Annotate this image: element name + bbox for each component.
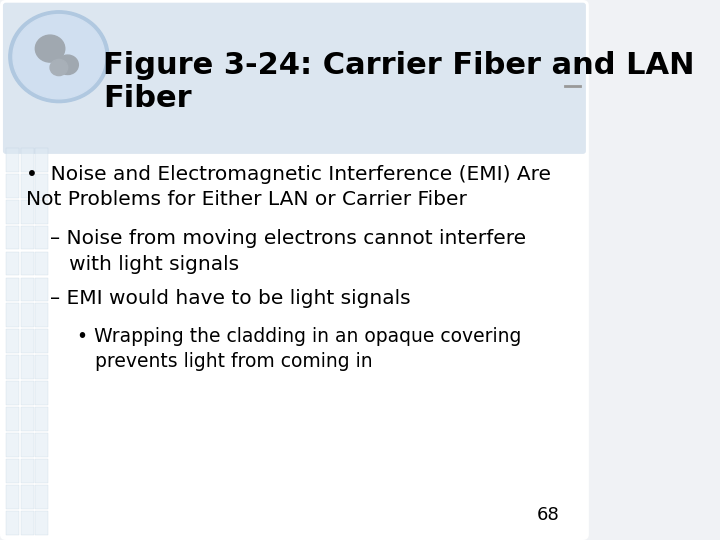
Bar [21,329,34,353]
Bar [6,226,19,249]
Circle shape [50,59,68,76]
Text: Figure 3-24: Carrier Fiber and LAN: Figure 3-24: Carrier Fiber and LAN [103,51,695,80]
Bar [6,511,19,535]
Bar [35,381,48,405]
Text: •  Noise and Electromagnetic Interference (EMI) Are
Not Problems for Either LAN : • Noise and Electromagnetic Interference… [27,165,552,208]
Bar [35,303,48,327]
Bar [35,329,48,353]
Bar [35,226,48,249]
Bar [6,329,19,353]
Bar [21,252,34,275]
Bar [35,148,48,172]
Bar [35,433,48,457]
Bar [6,174,19,198]
Bar [21,355,34,379]
Text: 68: 68 [536,506,559,524]
Bar [6,252,19,275]
Bar [35,511,48,535]
Bar [6,200,19,224]
Bar [35,355,48,379]
Bar [21,226,34,249]
Bar [21,303,34,327]
Bar [6,303,19,327]
Bar [35,407,48,431]
Circle shape [13,15,105,99]
Bar [6,459,19,483]
Bar [6,433,19,457]
Bar [21,174,34,198]
Bar [35,485,48,509]
Bar [6,407,19,431]
Bar [35,174,48,198]
Bar [35,200,48,224]
FancyBboxPatch shape [0,0,589,540]
Text: – Noise from moving electrons cannot interfere
   with light signals: – Noise from moving electrons cannot int… [50,230,526,273]
Bar [35,278,48,301]
Bar [35,459,48,483]
Circle shape [9,11,109,103]
Bar [21,148,34,172]
Bar [6,148,19,172]
Bar [21,278,34,301]
Bar [21,511,34,535]
Bar [21,459,34,483]
Text: • Wrapping the cladding in an opaque covering
   prevents light from coming in: • Wrapping the cladding in an opaque cov… [76,327,521,370]
Bar [21,200,34,224]
Bar [6,278,19,301]
Bar [6,485,19,509]
Circle shape [35,35,65,62]
Bar [21,485,34,509]
Bar [21,433,34,457]
Text: Fiber: Fiber [103,84,192,113]
Text: – EMI would have to be light signals: – EMI would have to be light signals [50,289,410,308]
Bar [6,381,19,405]
Bar [6,355,19,379]
Bar [21,407,34,431]
Circle shape [57,55,78,75]
Bar [21,381,34,405]
Bar [35,252,48,275]
FancyBboxPatch shape [3,3,586,154]
